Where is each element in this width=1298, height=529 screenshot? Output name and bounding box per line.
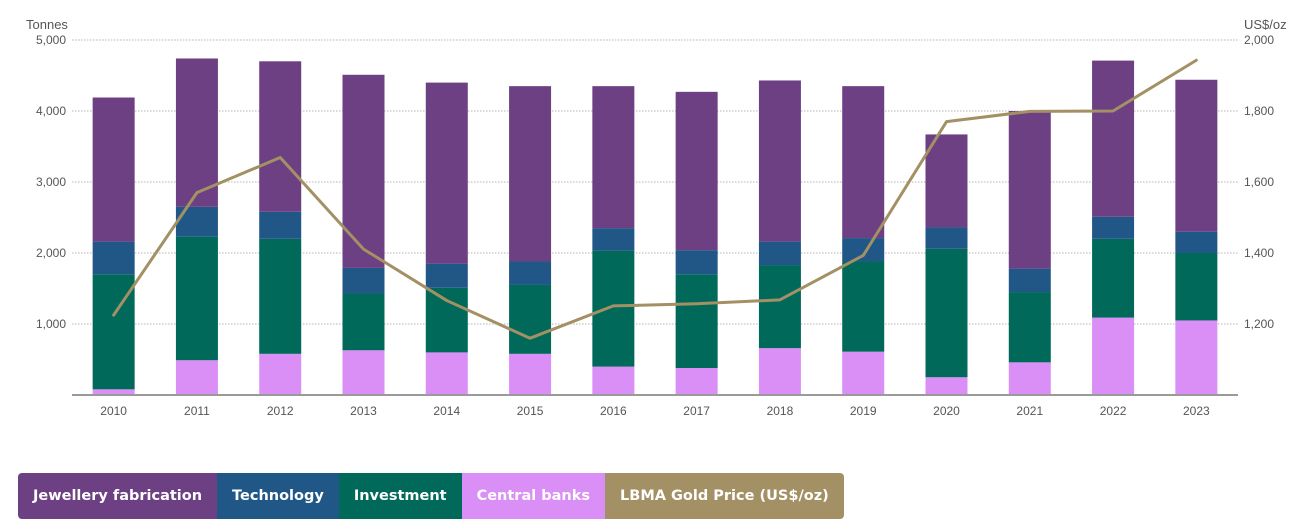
bar-jewellery-fabrication-2016 [592,86,635,229]
y-tick-left: 1,000 [36,317,66,331]
bar-central-banks-2011 [175,360,218,395]
bar-investment-2023 [1175,253,1218,321]
bar-central-banks-2010 [92,389,135,395]
bar-investment-2022 [1092,238,1135,318]
x-tick-label: 2014 [433,404,460,418]
bar-investment-2019 [842,261,885,352]
bar-central-banks-2015 [509,353,552,395]
bar-investment-2011 [175,236,218,361]
legend-item-gold-price[interactable]: LBMA Gold Price (US$/oz) [605,473,844,519]
x-tick-label: 2011 [184,404,210,418]
bar-investment-2017 [675,274,718,369]
bar-investment-2016 [592,250,635,367]
chart-area: 1,000 1,200 2,000 1,400 3,000 1,600 4,000 1,800… [36,33,1274,418]
bar-central-banks-2017 [675,368,718,395]
y-tick-right: 1,400 [1244,246,1274,260]
bar-jewellery-fabrication-2022 [1092,60,1135,217]
x-tick-label: 2020 [933,404,960,418]
bar-investment-2015 [509,284,552,354]
bar-central-banks-2023 [1175,320,1218,395]
x-tick-label: 2013 [350,404,377,418]
bar-technology-2011 [175,206,218,237]
bar-technology-2017 [675,250,718,275]
y-tick-left: 4,000 [36,104,66,118]
bar-technology-2014 [425,263,468,288]
y-tick-right: 1,200 [1244,317,1274,331]
bar-jewellery-fabrication-2020 [925,134,968,228]
bar-technology-2012 [259,211,302,239]
bar-technology-2015 [509,261,552,285]
bar-technology-2013 [342,267,385,294]
y-tick-right: 1,800 [1244,104,1274,118]
x-tick-label: 2015 [517,404,544,418]
bar-jewellery-fabrication-2014 [425,82,468,264]
bar-technology-2019 [842,238,885,262]
bar-technology-2020 [925,227,968,249]
x-tick-label: 2010 [100,404,127,418]
bar-central-banks-2020 [925,377,968,395]
y-tick-right: 1,600 [1244,175,1274,189]
bar-investment-2021 [1008,292,1051,363]
bar-investment-2018 [758,265,801,349]
x-tick-label: 2018 [767,404,794,418]
bar-technology-2018 [758,241,801,266]
x-tick-label: 2016 [600,404,627,418]
x-tick-label: 2023 [1183,404,1210,418]
y-tick-left: 5,000 [36,33,66,47]
bar-central-banks-2021 [1008,362,1051,395]
bar-central-banks-2014 [425,352,468,395]
bar-investment-2012 [259,238,302,354]
x-tick-label: 2021 [1016,404,1043,418]
bar-central-banks-2016 [592,366,635,395]
legend-item-investment[interactable]: Investment [338,473,462,519]
y-tick-left: 2,000 [36,246,66,260]
bar-investment-2020 [925,248,968,378]
bar-jewellery-fabrication-2013 [342,74,385,268]
x-tick-label: 2012 [267,404,294,418]
y-tick-right: 2,000 [1244,33,1274,47]
bar-jewellery-fabrication-2011 [175,58,218,207]
y-axis-right-title: US$/oz [1244,17,1287,32]
bar-technology-2022 [1092,216,1135,239]
bar-technology-2016 [592,228,635,251]
y-tick-left: 3,000 [36,175,66,189]
legend-item-technology[interactable]: Technology [217,473,339,519]
legend: Jewellery fabrication Technology Investm… [18,473,844,519]
x-tick-label: 2022 [1100,404,1127,418]
bar-jewellery-fabrication-2019 [842,86,885,239]
bar-jewellery-fabrication-2023 [1175,79,1218,232]
bar-jewellery-fabrication-2015 [509,86,552,262]
bar-jewellery-fabrication-2018 [758,80,801,242]
bar-jewellery-fabrication-2021 [1008,111,1051,269]
bar-jewellery-fabrication-2017 [675,91,718,251]
legend-item-jewellery[interactable]: Jewellery fabrication [18,473,218,519]
bar-technology-2010 [92,241,135,275]
x-tick-label: 2019 [850,404,877,418]
bar-technology-2023 [1175,231,1218,253]
bar-central-banks-2018 [758,348,801,395]
bar-investment-2014 [425,287,468,353]
bar-central-banks-2012 [259,353,302,395]
bar-central-banks-2013 [342,350,385,395]
gold-price-line [112,58,1198,340]
x-tick-label: 2017 [683,404,710,418]
bar-central-banks-2022 [1092,317,1135,395]
bar-jewellery-fabrication-2010 [92,97,135,242]
bar-jewellery-fabrication-2012 [259,61,302,212]
bar-central-banks-2019 [842,351,885,395]
bar-investment-2013 [342,293,385,351]
legend-item-central-banks[interactable]: Central banks [461,473,606,519]
y-axis-left-title: Tonnes [26,17,68,32]
bar-technology-2021 [1008,268,1051,293]
